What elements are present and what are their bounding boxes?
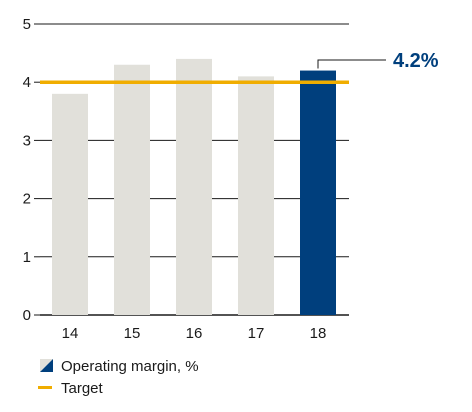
y-tick-label-2: 2 — [23, 191, 31, 208]
bar-17 — [238, 76, 274, 315]
legend: Operating margin, % Target — [38, 358, 199, 397]
y-tick-label-4: 4 — [23, 74, 31, 91]
legend-label-operating-margin: Operating margin, % — [61, 358, 199, 375]
x-tick-label-14: 14 — [62, 325, 79, 342]
x-tick-labels: 14 15 16 17 18 — [62, 325, 327, 342]
legend-item-operating-margin: Operating margin, % — [40, 358, 199, 375]
y-tick-label-3: 3 — [23, 132, 31, 149]
y-tick-label-0: 0 — [23, 307, 31, 324]
x-tick-label-16: 16 — [186, 325, 203, 342]
bar-14 — [52, 93, 88, 315]
x-tick-label-18: 18 — [310, 325, 327, 342]
legend-swatch-target — [38, 386, 52, 389]
legend-swatch-bar — [40, 359, 53, 372]
x-tick-label-15: 15 — [124, 325, 141, 342]
x-tick-label-17: 17 — [248, 325, 265, 342]
bar-16 — [176, 58, 212, 316]
callout-leader-line — [317, 59, 386, 69]
bars — [52, 58, 336, 316]
y-tick-labels: 0 1 2 3 4 5 — [23, 16, 31, 324]
bar-15 — [114, 64, 150, 316]
bar-18 — [300, 70, 336, 315]
callout-value-label: 4.2% — [393, 50, 439, 72]
legend-item-target: Target — [38, 380, 104, 397]
y-tick-label-1: 1 — [23, 249, 31, 266]
legend-label-target: Target — [61, 380, 104, 397]
highlight-callout: 4.2% — [317, 50, 439, 72]
y-tick-label-5: 5 — [23, 16, 31, 33]
